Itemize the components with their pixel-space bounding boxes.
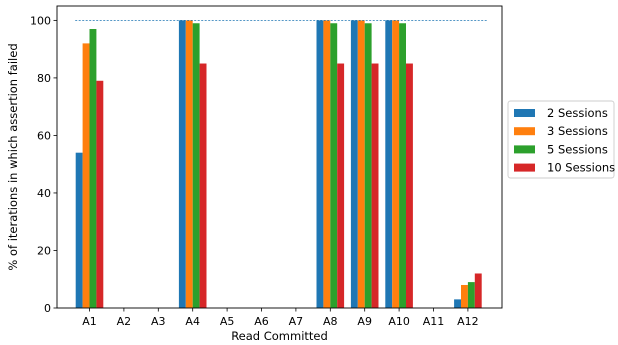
bar-a4-series-3 [192,23,200,308]
bar-a8-series-3 [330,23,338,308]
x-tick-label-a10: A10 [388,315,410,328]
x-tick-label-a7: A7 [289,315,304,328]
bar-a8-series-1 [316,20,324,308]
bar-a9-series-1 [350,20,358,308]
x-tick-label-a9: A9 [357,315,372,328]
bar-a12-series-4 [474,273,482,308]
y-axis-label: % of iterations in which assertion faile… [6,43,20,270]
bar-a9-series-4 [371,63,379,308]
legend-label-series-4: 10 Sessions [547,161,615,175]
x-tick-label-a12: A12 [457,315,479,328]
bar-a8-series-4 [337,63,345,308]
y-tick-label: 80 [37,72,51,85]
bar-a10-series-1 [385,20,393,308]
legend-swatch-series-2 [514,127,535,136]
legend-box [507,100,615,179]
x-tick-label-a6: A6 [254,315,269,328]
bar-a1-series-4 [96,80,104,308]
bar-a12-series-1 [454,299,461,308]
bar-a12-series-3 [467,282,475,308]
x-tick-label-a1: A1 [82,315,97,328]
bar-a12-series-2 [461,284,468,308]
bar-a1-series-2 [82,43,90,308]
y-tick-label: 0 [44,302,51,315]
legend-swatch-series-3 [514,145,535,154]
y-tick-label: 60 [37,129,51,142]
bar-a1-series-1 [75,152,83,308]
bar-a4-series-4 [199,63,207,308]
x-tick-label-a5: A5 [220,315,235,328]
x-axis-label: Read Committed [231,329,328,343]
x-tick-label-a2: A2 [117,315,132,328]
y-tick-label: 20 [37,244,51,257]
legend-label-series-2: 3 Sessions [547,124,608,138]
bar-a9-series-3 [364,23,372,308]
legend-label-series-3: 5 Sessions [547,142,608,156]
bar-a1-series-3 [89,29,97,308]
x-tick-label-a3: A3 [151,315,166,328]
legend: 2 Sessions 3 Sessions 5 Sessions 10 Session… [507,100,615,179]
plot-frame [56,5,503,309]
x-axis: A1 A2 A3 A4 A5 A6 A7 A8 A9 A10 A11 A12 [82,308,479,328]
bar-a10-series-2 [392,20,400,308]
bars-group [75,20,482,308]
x-tick-label-a8: A8 [323,315,338,328]
bar-a10-series-4 [406,63,413,308]
y-axis: 0 20 40 60 80 100 [30,14,57,315]
bar-a9-series-2 [357,20,365,308]
x-tick-label-a4: A4 [185,315,200,328]
bar-a8-series-2 [323,20,331,308]
legend-swatch-series-1 [514,109,535,117]
y-tick-label: 100 [30,14,51,27]
x-tick-label-a11: A11 [423,315,445,328]
legend-label-series-1: 2 Sessions [547,106,608,120]
bar-a10-series-3 [399,23,406,308]
y-tick-label: 40 [37,187,51,200]
bar-a4-series-1 [178,20,186,308]
bar-a4-series-2 [185,20,193,308]
legend-swatch-series-4 [514,163,535,172]
